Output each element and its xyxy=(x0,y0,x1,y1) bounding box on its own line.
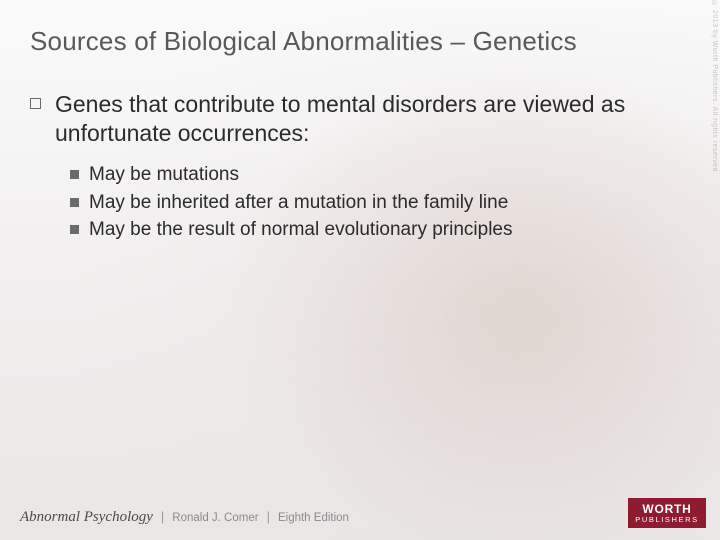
sub-bullet-row: May be the result of normal evolutionary… xyxy=(70,218,680,243)
square-filled-bullet-icon xyxy=(70,225,79,234)
side-copyright: © 2013 by Worth Publishers. All rights r… xyxy=(706,0,718,220)
sub-bullet-row: May be mutations xyxy=(70,163,680,188)
slide: Sources of Biological Abnormalities – Ge… xyxy=(0,0,720,540)
sub-bullet-list: May be mutations May be inherited after … xyxy=(70,163,680,243)
sub-bullet-text: May be mutations xyxy=(89,163,239,188)
footer-separator: | xyxy=(267,509,270,524)
publisher-name: WORTH xyxy=(642,503,691,515)
footer-separator: | xyxy=(161,509,164,524)
publisher-logo: WORTH PUBLISHERS xyxy=(628,498,706,528)
square-outline-bullet-icon xyxy=(30,98,41,109)
main-bullet-row: Genes that contribute to mental disorder… xyxy=(30,90,680,149)
publisher-subtitle: PUBLISHERS xyxy=(635,516,699,524)
square-filled-bullet-icon xyxy=(70,198,79,207)
sub-bullet-text: May be inherited after a mutation in the… xyxy=(89,191,508,216)
sub-bullet-text: May be the result of normal evolutionary… xyxy=(89,218,512,243)
sub-bullet-row: May be inherited after a mutation in the… xyxy=(70,191,680,216)
slide-body: Genes that contribute to mental disorder… xyxy=(30,90,680,246)
slide-title: Sources of Biological Abnormalities – Ge… xyxy=(30,26,690,57)
main-bullet-text: Genes that contribute to mental disorder… xyxy=(55,90,680,149)
footer-book-title: Abnormal Psychology xyxy=(20,509,153,526)
square-filled-bullet-icon xyxy=(70,170,79,179)
footer-edition: Eighth Edition xyxy=(278,512,349,524)
footer: Abnormal Psychology | Ronald J. Comer | … xyxy=(20,509,349,526)
footer-author: Ronald J. Comer xyxy=(172,512,258,524)
